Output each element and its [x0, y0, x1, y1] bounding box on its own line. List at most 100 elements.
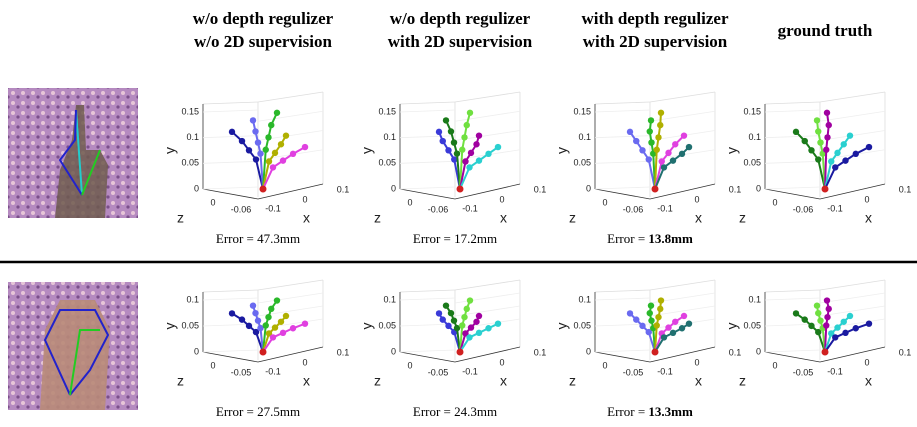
skeleton-joint	[834, 149, 841, 157]
skeleton-joint	[823, 297, 831, 304]
skeleton-joint	[447, 309, 455, 317]
z-tick-label: 0	[772, 197, 777, 207]
skeleton-joint	[463, 121, 470, 129]
axis-label: z	[569, 210, 576, 226]
axis-frame	[454, 279, 521, 291]
y-tick-label: 0.1	[383, 294, 396, 304]
skeleton-joint	[828, 330, 835, 337]
column-header: ground truth	[778, 21, 873, 40]
skeleton-joint	[672, 141, 679, 148]
x-tick-label: -0.1	[265, 366, 281, 376]
axis-label: y	[359, 147, 375, 154]
skeleton-joint	[273, 109, 281, 116]
y-tick-label: 0.15	[573, 106, 591, 116]
skeleton-joint	[228, 310, 236, 317]
skeleton-joint	[815, 156, 822, 163]
axis-frame	[454, 183, 521, 200]
skeleton-joint	[466, 109, 474, 116]
axis-frame	[399, 289, 456, 293]
axis-frame	[202, 186, 259, 190]
x-tick-label: 0.1	[729, 184, 742, 194]
error-value: 17.2mm	[454, 231, 497, 246]
axis-frame	[764, 349, 821, 353]
axis-label: z	[739, 210, 746, 226]
axis-label: z	[374, 373, 381, 389]
skeleton-joint	[655, 134, 662, 141]
skeleton-joint	[852, 150, 859, 158]
axis-frame	[594, 289, 651, 293]
skeleton-joint	[445, 322, 452, 330]
skeleton-joint	[648, 317, 655, 324]
skeleton-joint	[660, 164, 668, 171]
skeleton-joint	[442, 302, 450, 309]
skeleton-joint	[852, 325, 859, 332]
skeleton-joint	[678, 150, 686, 158]
skeleton-joint	[485, 150, 492, 158]
y-tick-label: 0.05	[573, 158, 591, 168]
axis-frame	[454, 318, 521, 330]
skeleton-joint	[249, 302, 257, 309]
error-prefix: Error =	[607, 404, 648, 419]
skeleton-joint	[265, 330, 273, 337]
skeleton-joint	[459, 146, 466, 153]
x-tick-label: 0.1	[729, 347, 742, 357]
y-tick-label: 0.05	[743, 320, 761, 330]
skeleton-joint	[792, 128, 800, 136]
skeleton-joint	[658, 158, 665, 165]
x-tick-label: 0.1	[534, 347, 547, 357]
skeleton-joint	[435, 310, 443, 317]
axis-frame	[764, 297, 821, 301]
y-tick-label: 0.1	[383, 132, 396, 142]
axis-frame	[202, 188, 259, 200]
axis-label: y	[554, 147, 570, 154]
skeleton-joint	[823, 322, 830, 329]
axis-label: y	[359, 323, 375, 330]
y-tick-label: 0	[756, 183, 761, 193]
z-tick-label: -0.06	[793, 204, 814, 214]
skeleton-joint	[466, 297, 474, 304]
skeleton-joint	[265, 313, 272, 321]
skeleton-joint	[475, 312, 483, 320]
axis-frame	[399, 297, 456, 301]
axis-frame	[202, 289, 259, 293]
skeleton-bone	[824, 322, 870, 353]
skeleton-joint	[669, 157, 677, 164]
axis-frame	[649, 305, 716, 317]
z-tick-label: 0	[602, 360, 607, 370]
skeleton-joint	[832, 164, 839, 171]
skeleton-joint	[646, 128, 653, 135]
skeleton-joint	[269, 164, 277, 171]
y-tick-label: 0.15	[743, 106, 761, 116]
axis-frame	[764, 188, 821, 200]
skeleton-joint	[834, 324, 841, 331]
axis-label: z	[569, 373, 576, 389]
skeleton-joint	[817, 139, 824, 146]
error-value: 24.3mm	[454, 404, 497, 419]
skeleton-joint	[268, 121, 275, 129]
skeleton-joint	[653, 322, 660, 329]
axis-frame	[399, 349, 456, 353]
axis-frame	[649, 318, 716, 330]
skeleton-joint	[485, 325, 492, 332]
axis-frame	[202, 101, 259, 105]
skeleton-joint	[825, 121, 832, 129]
skeleton-joint	[262, 146, 269, 153]
column-header: w/o depth regulizer	[390, 9, 531, 28]
skeleton-joint	[832, 334, 839, 341]
skeleton-joint	[665, 324, 672, 331]
skeleton-joint	[473, 141, 480, 148]
skeleton-joint	[450, 317, 458, 324]
z-tick-label: 0	[210, 197, 215, 207]
axis-frame	[202, 135, 259, 139]
axis-frame	[649, 279, 716, 291]
skeleton-joint	[626, 128, 634, 136]
skeleton-joint	[639, 147, 646, 154]
skeleton-joint	[678, 325, 686, 332]
axis-frame	[819, 292, 886, 304]
x-tick-label: 0	[302, 357, 307, 367]
z-tick-label: -0.05	[793, 367, 814, 377]
y-tick-label: 0.05	[573, 320, 591, 330]
x-tick-label: 0.1	[337, 347, 350, 357]
skeleton-joint	[685, 143, 693, 151]
y-tick-label: 0.1	[578, 132, 591, 142]
